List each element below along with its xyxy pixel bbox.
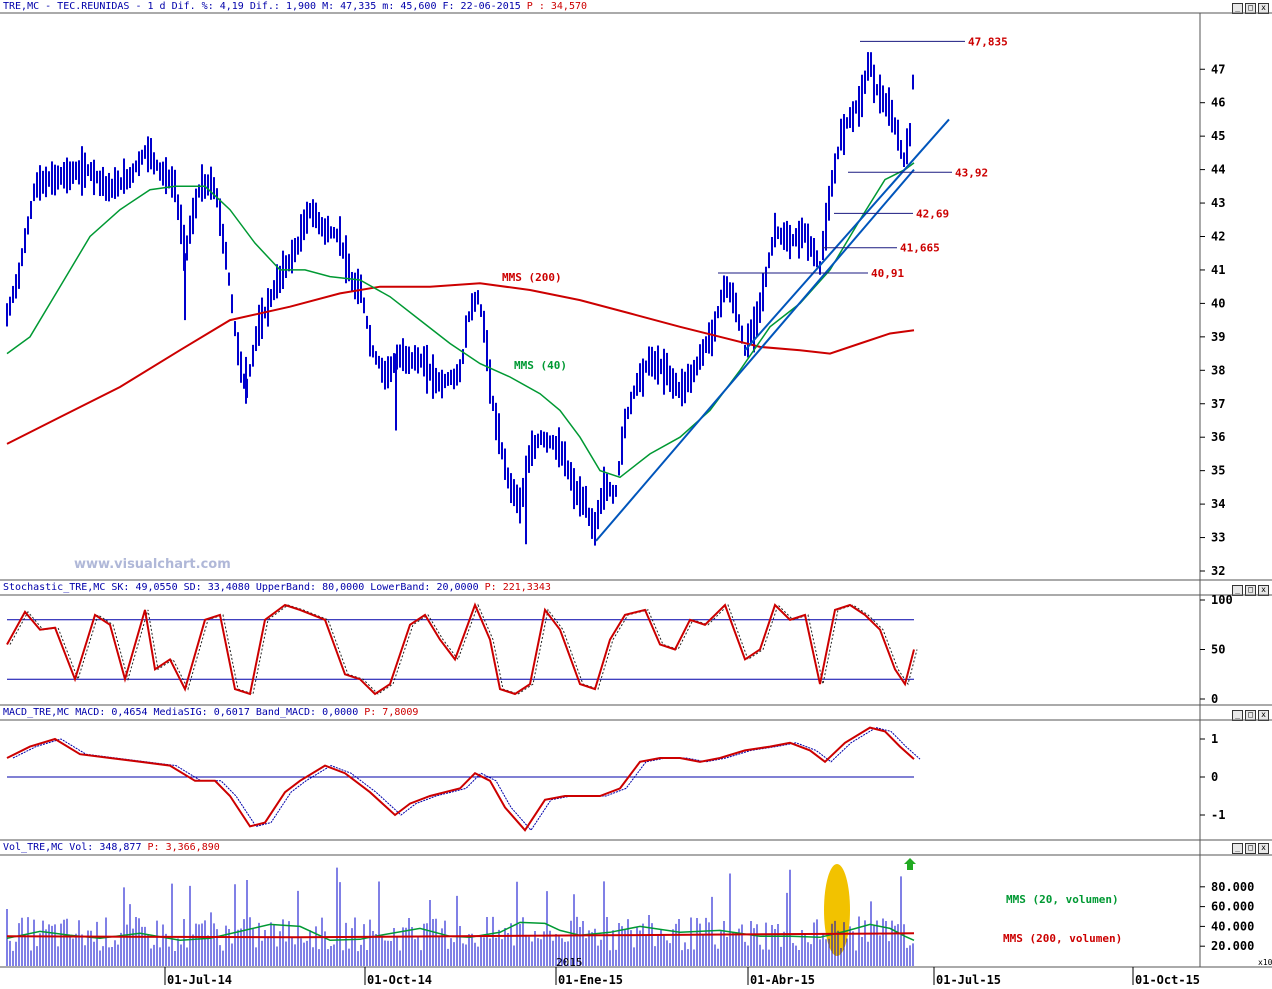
macd-y-tick-label: 1 [1211,732,1218,746]
watermark: www.visualchart.com [74,557,231,572]
x-tick-label: 01-Jul-15 [936,973,1001,987]
vol-mms20-line [6,921,915,942]
vol-header-text: Vol_TRE,MC Vol: 348,877 [3,842,142,853]
stoch-header-p: P: 221,3343 [484,582,551,593]
x-tick-label: 01-Oct-14 [367,973,432,987]
y-tick-label: 35 [1211,464,1225,478]
y-tick-label: 42 [1211,230,1225,244]
stoch-sk-line [6,602,915,696]
panel-frames [0,12,1272,968]
volume-highlight [824,864,850,956]
macd-header-p: P: 7,8009 [364,707,419,718]
x-tick-label: 01-Abr-15 [750,973,815,987]
vol-y-tick-label: 20.000 [1211,939,1254,953]
x-tick-label: 01-Jul-14 [167,973,232,987]
macd-y-tick-label: 0 [1211,770,1218,784]
y-tick-label: 34 [1211,497,1225,511]
volume-panel-header: Vol_TRE,MC Vol: 348,877 P: 3,366,890 [3,842,220,853]
y-tick-label: 44 [1211,163,1225,177]
level-label: 43,92 [955,166,988,179]
trend-line-lower [595,168,915,542]
vol-maximize-button[interactable]: □ [1245,843,1256,854]
y-tick-label: 46 [1211,96,1225,110]
vol-y-tick-label: 80.000 [1211,880,1254,894]
mms200-line [6,282,915,445]
y-tick-label: 40 [1211,296,1225,310]
macd-line [6,726,915,832]
stoch-y-tick-label: 0 [1211,692,1218,706]
stochastic-panel-header: Stochastic_TRE,MC SK: 49,0550 SD: 33,408… [3,582,551,593]
level-label: 41,665 [900,242,940,255]
y-tick-label: 32 [1211,564,1225,578]
y-tick-label: 38 [1211,363,1225,377]
level-label: 47,835 [968,35,1008,48]
x-tick-label: 01-Ene-15 [558,973,623,987]
y-tick-label: 43 [1211,196,1225,210]
y-tick-label: 33 [1211,531,1225,545]
mms40-label: MMS (40) [514,359,567,372]
x-tick-label: 01-Oct-15 [1135,973,1200,987]
trend-line-upper [744,118,950,351]
macd-y-tick-label: -1 [1211,808,1225,822]
vol-mms200-label: MMS (200, volumen) [1003,932,1122,945]
y-tick-label: 45 [1211,129,1225,143]
vol-header-p: P: 3,366,890 [147,842,220,853]
vol-y-tick-label: 60.000 [1211,900,1254,914]
vol-y-tick-label: 40.000 [1211,919,1254,933]
mms40-line [6,162,915,479]
vol-multiplier-label: x10 [1258,958,1272,967]
price-bars [6,52,914,546]
stoch-y-tick-label: 100 [1211,593,1233,607]
stoch-header-text: Stochastic_TRE,MC SK: 49,0550 SD: 33,408… [3,582,479,593]
vol-mms200-line [6,932,915,939]
vol-close-button[interactable]: x [1258,843,1269,854]
y-tick-label: 41 [1211,263,1225,277]
level-label: 42,69 [916,207,949,220]
macd-panel-header: MACD_TRE,MC MACD: 0,4654 MediaSIG: 0,601… [3,707,418,718]
stoch-sd-line [9,603,918,695]
price-header-p: P : 34,570 [526,1,588,12]
y-tick-label: 47 [1211,62,1225,76]
y-tick-label: 39 [1211,330,1225,344]
vol-minimize-button[interactable]: _ [1232,843,1243,854]
volume-up-arrow [904,858,916,870]
mms200-label: MMS (200) [502,271,562,284]
year-marker: 2015 [556,956,583,969]
macd-header-text: MACD_TRE,MC MACD: 0,4654 MediaSIG: 0,601… [3,707,359,718]
price-header-text: TRE,MC - TEC.REUNIDAS - 1 d Dif. %: 4,19… [3,1,521,12]
y-tick-label: 37 [1211,397,1225,411]
volume-bars [6,867,914,966]
stoch-y-tick-label: 50 [1211,643,1225,657]
vol-mms20-label: MMS (20, volumen) [1006,893,1119,906]
y-tick-label: 36 [1211,430,1225,444]
price-panel-header: TRE,MC - TEC.REUNIDAS - 1 d Dif. %: 4,19… [3,1,587,12]
level-label: 40,91 [871,267,904,280]
